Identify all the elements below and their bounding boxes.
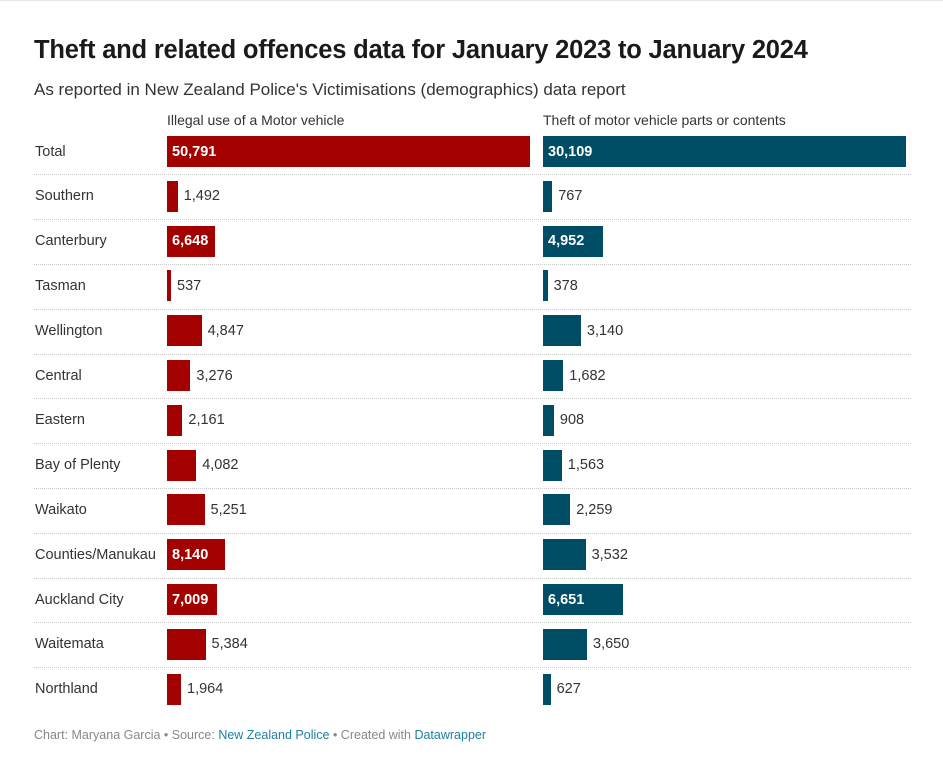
value-label-theft-parts-total: 30,109: [548, 143, 593, 160]
value-label-theft-parts-waikato: 2,259: [576, 501, 613, 518]
chart-subtitle: As reported in New Zealand Police's Vict…: [34, 80, 626, 99]
value-label-theft-parts-canterbury: 4,952: [548, 233, 585, 250]
value-label-illegal-use-bay-of-plenty: 4,082: [202, 457, 239, 474]
row-separator: [34, 532, 911, 534]
datawrapper-link[interactable]: Datawrapper: [414, 728, 487, 742]
bar-theft-parts-eastern: [543, 404, 554, 436]
bar-theft-parts-waikato: [543, 494, 571, 526]
value-label-theft-parts-central: 1,682: [569, 367, 606, 384]
value-label-illegal-use-southern: 1,492: [183, 188, 220, 205]
value-label-illegal-use-eastern: 2,161: [188, 412, 225, 429]
category-label-tasman: Tasman: [35, 277, 86, 294]
column-header-illegal-use: Illegal use of a Motor vehicle: [167, 112, 345, 128]
row-separator: [34, 308, 911, 310]
footer-credit: Chart: Maryana Garcia • Source:: [34, 728, 219, 742]
row-separator: [34, 622, 911, 624]
category-label-eastern: Eastern: [35, 412, 85, 429]
column-header-theft-parts: Theft of motor vehicle parts or contents: [543, 112, 786, 128]
category-label-total: Total: [35, 143, 66, 160]
value-label-theft-parts-wellington: 3,140: [586, 322, 624, 339]
bar-illegal-use-central: [167, 360, 191, 391]
bar-theft-parts-wellington: [543, 315, 581, 347]
chart-footer: Chart: Maryana Garcia • Source: New Zeal…: [34, 728, 486, 742]
bar-illegal-use-canterbury: [167, 225, 215, 257]
value-label-illegal-use-northland: 1,964: [187, 681, 224, 698]
value-label-illegal-use-central: 3,276: [196, 367, 233, 384]
bar-theft-parts-bay-of-plenty: [543, 449, 562, 481]
row-separator: [34, 443, 911, 445]
bar-illegal-use-waikato: [167, 494, 205, 526]
bar-illegal-use-tasman: [167, 270, 171, 302]
value-label-illegal-use-total: 50,791: [172, 143, 217, 160]
row-separator: [34, 174, 911, 176]
category-label-counties-manukau: Counties/Manukau: [35, 546, 156, 563]
row-separator: [34, 487, 911, 489]
footer-created-with: • Created with: [329, 728, 415, 742]
bar-illegal-use-waitemata: [167, 628, 206, 660]
value-label-theft-parts-auckland-city: 6,651: [548, 591, 585, 608]
row-separator: [34, 667, 911, 669]
value-label-illegal-use-wellington: 4,847: [207, 322, 244, 339]
category-label-northland: Northland: [35, 681, 98, 698]
category-label-wellington: Wellington: [35, 322, 103, 339]
value-label-illegal-use-waikato: 5,251: [210, 501, 247, 518]
top-border: [0, 0, 943, 1]
bar-illegal-use-eastern: [167, 404, 183, 436]
bar-theft-parts-waitemata: [543, 628, 587, 660]
value-label-illegal-use-waitemata: 5,384: [211, 636, 248, 653]
chart-title: Theft and related offences data for Janu…: [34, 36, 808, 64]
category-label-waikato: Waikato: [35, 501, 87, 518]
bar-illegal-use-bay-of-plenty: [167, 449, 197, 481]
row-separator: [34, 219, 911, 221]
value-label-illegal-use-canterbury: 6,648: [172, 233, 209, 250]
value-label-theft-parts-northland: 627: [556, 681, 581, 698]
row-separator: [34, 263, 911, 265]
bar-theft-parts-tasman: [543, 270, 548, 302]
category-label-waitemata: Waitemata: [35, 636, 104, 653]
value-label-illegal-use-counties-manukau: 8,140: [172, 546, 209, 563]
value-label-theft-parts-counties-manukau: 3,532: [591, 546, 628, 563]
row-separator: [34, 577, 911, 579]
value-label-illegal-use-tasman: 537: [177, 277, 202, 294]
bar-theft-parts-total: [543, 136, 906, 167]
bar-theft-parts-counties-manukau: [543, 539, 586, 571]
bar-theft-parts-canterbury: [543, 225, 603, 257]
bar-illegal-use-total: [167, 136, 530, 167]
bar-illegal-use-southern: [167, 180, 178, 212]
row-separator: [34, 353, 911, 355]
category-label-central: Central: [35, 367, 82, 384]
value-label-theft-parts-waitemata: 3,650: [593, 636, 630, 653]
row-separator: [34, 398, 911, 400]
bar-illegal-use-wellington: [167, 315, 202, 347]
category-label-canterbury: Canterbury: [35, 233, 107, 250]
value-label-theft-parts-eastern: 908: [559, 412, 585, 429]
value-label-theft-parts-southern: 767: [558, 188, 583, 205]
category-label-bay-of-plenty: Bay of Plenty: [35, 457, 121, 474]
category-label-southern: Southern: [35, 188, 94, 205]
value-label-theft-parts-tasman: 378: [553, 277, 578, 294]
bar-illegal-use-northland: [167, 673, 181, 705]
value-label-illegal-use-auckland-city: 7,009: [172, 591, 209, 608]
bar-theft-parts-southern: [543, 180, 553, 212]
bar-theft-parts-auckland-city: [543, 584, 624, 615]
source-link[interactable]: New Zealand Police: [218, 728, 330, 742]
bar-illegal-use-auckland-city: [167, 584, 218, 615]
category-label-auckland-city: Auckland City: [35, 591, 124, 608]
value-label-theft-parts-bay-of-plenty: 1,563: [567, 457, 605, 474]
bar-theft-parts-northland: [543, 673, 551, 705]
bar-illegal-use-counties-manukau: [167, 539, 226, 571]
bar-theft-parts-central: [543, 360, 564, 391]
